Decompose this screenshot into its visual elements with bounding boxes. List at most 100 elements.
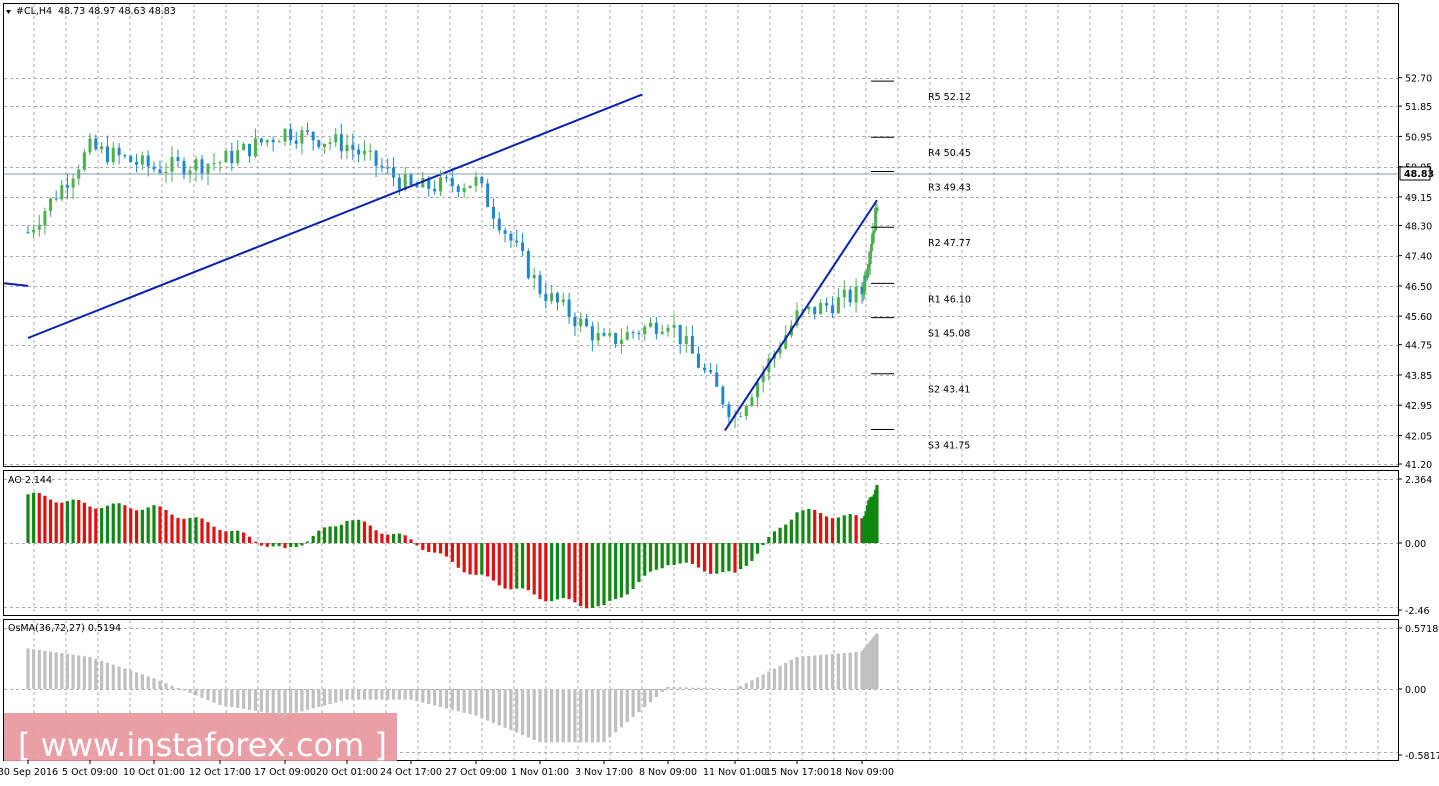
candle-bull	[597, 333, 600, 340]
osma-bar	[398, 689, 401, 700]
ao-bar-up	[521, 543, 524, 588]
candle-bear	[201, 159, 204, 173]
ao-bar-down	[266, 543, 269, 547]
osma-bar	[544, 689, 547, 742]
price-tick-label: 50.95	[1405, 132, 1432, 143]
candle-bull	[219, 162, 222, 163]
osma-bar	[457, 689, 460, 711]
candle-bear	[260, 138, 263, 142]
ao-bar-down	[248, 537, 251, 543]
ao-bar-up	[345, 521, 348, 543]
osma-bar	[562, 689, 565, 742]
osma-bar	[188, 689, 191, 693]
candle-bull	[837, 297, 840, 313]
osma-bar	[334, 689, 337, 703]
osma-bar	[697, 688, 700, 689]
ao-bar-down	[544, 543, 547, 601]
ao-bar-up	[875, 485, 878, 543]
candle-bull	[242, 144, 245, 150]
candle-bear	[539, 275, 542, 294]
osma-bar	[66, 654, 69, 689]
ao-bar-up	[323, 527, 326, 543]
ao-bar-up	[236, 531, 239, 543]
ao-bar-down	[182, 519, 185, 543]
ao-bar-down	[83, 503, 86, 543]
price-tick-label: 52.70	[1405, 74, 1432, 85]
candle-bull	[346, 145, 349, 151]
candle-bear	[691, 336, 694, 353]
osma-bar	[445, 689, 448, 708]
price-tick-label: 41.20	[1405, 460, 1432, 471]
osma-bar	[807, 656, 810, 689]
candle-bull	[626, 332, 629, 340]
ao-bar-up	[340, 525, 343, 543]
osma-bar	[43, 651, 46, 689]
ao-bar-down	[509, 543, 512, 589]
candle-bear	[55, 198, 58, 199]
ao-bar-up	[614, 543, 617, 599]
ao-bar-down	[374, 530, 377, 543]
osma-bar	[176, 688, 179, 689]
candle-bear	[521, 242, 524, 251]
time-tick-label: 18 Nov 09:00	[830, 767, 894, 778]
candle-bear	[556, 293, 559, 302]
candle-bull	[323, 144, 326, 147]
candle-bear	[568, 300, 571, 318]
pivot-label: R2 47.77	[928, 238, 971, 249]
candle-bear	[66, 185, 69, 188]
ao-bar-down	[170, 515, 173, 543]
candle-bull	[875, 208, 878, 211]
time-tick-label: 24 Oct 17:00	[380, 767, 442, 778]
price-panel[interactable]	[4, 4, 1399, 467]
osma-bar	[602, 689, 605, 742]
candle-bear	[27, 232, 30, 233]
time-tick-label: 20 Oct 01:00	[316, 767, 378, 778]
ao-bar-down	[486, 543, 489, 576]
osma-bar	[345, 689, 348, 700]
candle-bear	[123, 155, 126, 156]
ao-bar-up	[357, 520, 360, 543]
osma-bar	[71, 655, 74, 689]
osma-bar	[141, 674, 144, 689]
candle-bull	[100, 146, 103, 149]
candle-bull	[334, 134, 337, 142]
ao-bar-down	[218, 530, 221, 543]
time-tick-label: 27 Oct 09:00	[445, 767, 507, 778]
ao-bar-down	[709, 543, 712, 574]
indicator-tick-label: 0.5718	[1405, 624, 1438, 635]
ao-bar-up	[272, 543, 275, 546]
price-tick-label: 42.95	[1405, 401, 1432, 412]
ao-bar-down	[206, 522, 209, 543]
ao-bar-up	[289, 543, 292, 547]
candle-bull	[685, 336, 688, 344]
time-tick-label: 10 Oct 01:00	[123, 767, 185, 778]
candle-bear	[637, 333, 640, 334]
candle-bear	[375, 151, 378, 166]
ao-bar-down	[825, 516, 828, 543]
osma-bar	[289, 689, 292, 714]
osma-bar	[672, 687, 675, 689]
osma-bar	[374, 689, 377, 700]
osma-bar	[312, 689, 315, 708]
osma-bar	[527, 689, 530, 737]
candle-bull	[266, 140, 269, 143]
osma-bar	[579, 689, 582, 742]
candle-bull	[112, 148, 115, 162]
ao-bar-down	[363, 522, 366, 543]
candle-bull	[207, 164, 210, 173]
osma-bar	[733, 689, 736, 690]
candle-bear	[357, 150, 360, 155]
candle-bear	[392, 168, 395, 178]
ao-bar-up	[141, 510, 144, 543]
candle-bull	[807, 307, 810, 310]
candle-bear	[445, 177, 448, 178]
candle-bull	[329, 142, 332, 144]
osma-bar	[164, 683, 167, 689]
osma-bar	[427, 689, 430, 704]
osma-bar	[439, 689, 442, 707]
candle-bull	[236, 150, 239, 163]
ao-bar-down	[492, 543, 495, 581]
ao-bar-up	[515, 543, 518, 589]
time-tick-label: 30 Sep 2016	[0, 767, 58, 778]
